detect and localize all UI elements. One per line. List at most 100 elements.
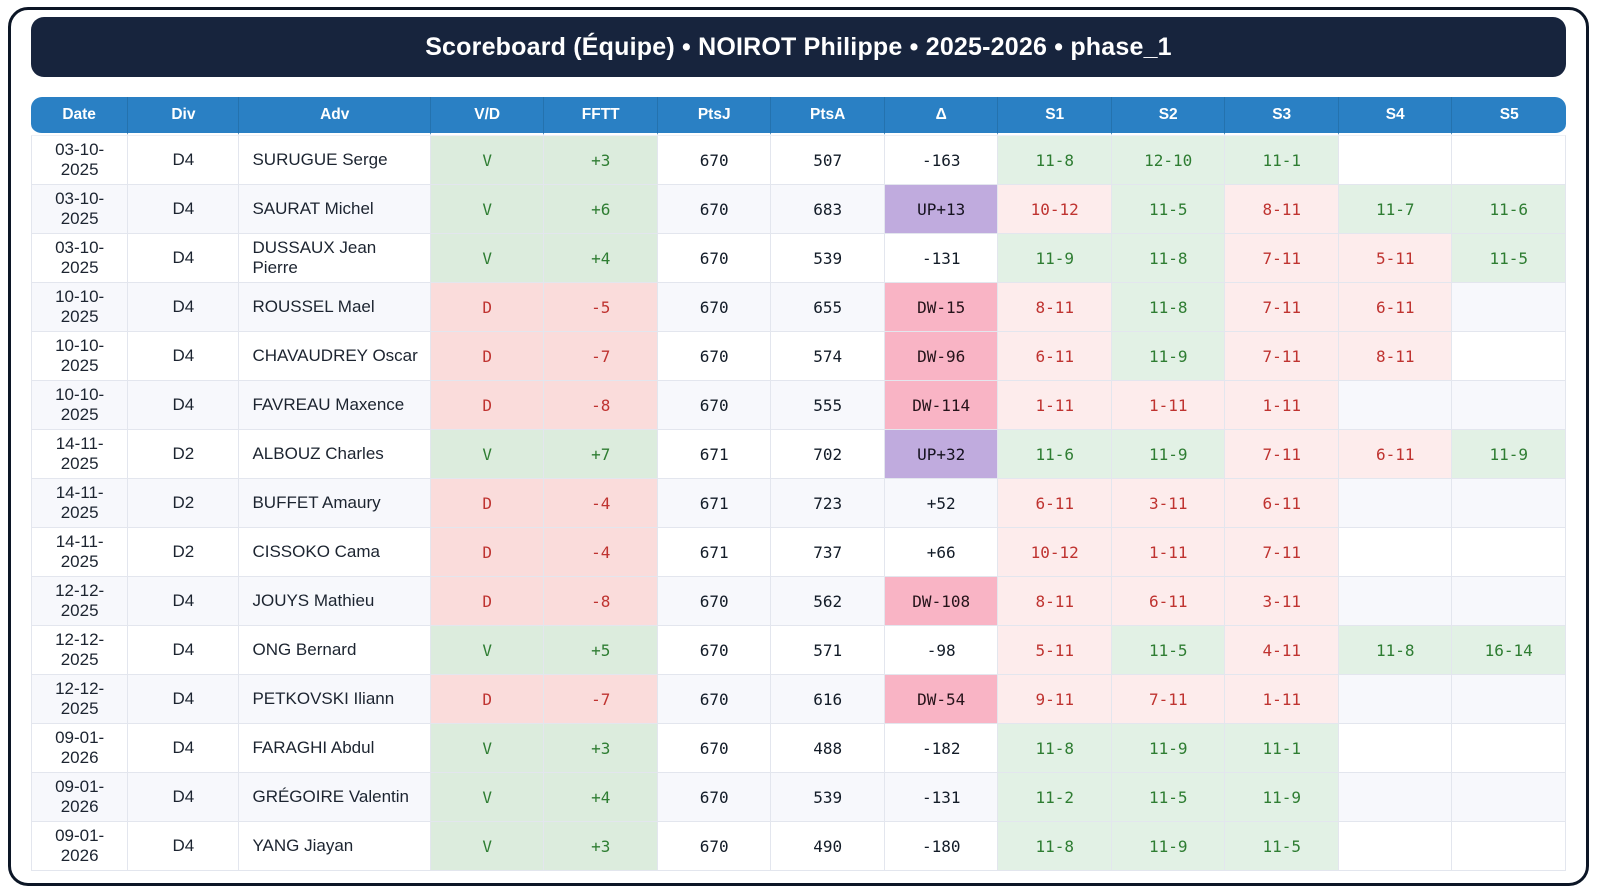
ptsj-cell: 670 bbox=[657, 135, 772, 185]
set3-cell: 1-11 bbox=[1225, 381, 1339, 430]
set5-cell bbox=[1452, 577, 1566, 626]
set3-cell: 4-11 bbox=[1225, 626, 1339, 675]
delta-cell: -131 bbox=[884, 773, 999, 822]
table-row: 09-01-2026 D4 YANG Jiayan V +3 670 490 -180 11-8… bbox=[31, 822, 1566, 871]
results-table-wrap: Date Div Adv V/D FFTT PtsJ PtsA Δ S1 S2 S3 S4 S5 03-… bbox=[31, 97, 1566, 871]
set5-cell bbox=[1452, 479, 1566, 528]
vd-cell: D bbox=[430, 381, 545, 430]
column-header-delta: Δ bbox=[884, 97, 999, 135]
adversary-cell: FARAGHI Abdul bbox=[239, 724, 431, 773]
set4-cell: 11-7 bbox=[1338, 185, 1453, 234]
set5-cell bbox=[1452, 283, 1566, 332]
date-cell: 10-10-2025 bbox=[31, 381, 129, 430]
ptsa-cell: 683 bbox=[771, 185, 885, 234]
vd-cell: D bbox=[430, 479, 545, 528]
ptsa-cell: 555 bbox=[771, 381, 885, 430]
date-cell: 09-01-2026 bbox=[31, 724, 129, 773]
fftt-cell: +3 bbox=[544, 822, 658, 871]
set1-cell: 11-8 bbox=[998, 822, 1112, 871]
set4-cell: 5-11 bbox=[1338, 234, 1453, 283]
vd-cell: V bbox=[430, 724, 545, 773]
set1-cell: 11-6 bbox=[998, 430, 1112, 479]
table-row: 09-01-2026 D4 GRÉGOIRE Valentin V +4 670 539 -1… bbox=[31, 773, 1566, 822]
ptsa-cell: 507 bbox=[771, 135, 885, 185]
set5-cell bbox=[1452, 773, 1566, 822]
set4-cell bbox=[1338, 724, 1453, 773]
set2-cell: 11-9 bbox=[1111, 822, 1226, 871]
fftt-cell: +7 bbox=[544, 430, 658, 479]
ptsj-cell: 670 bbox=[657, 626, 772, 675]
table-header-row: Date Div Adv V/D FFTT PtsJ PtsA Δ S1 S2 S3 S4 S5 bbox=[31, 97, 1566, 135]
column-header-s5: S5 bbox=[1452, 97, 1566, 135]
set3-cell: 7-11 bbox=[1225, 528, 1339, 577]
set2-cell: 7-11 bbox=[1111, 675, 1226, 724]
set1-cell: 8-11 bbox=[998, 283, 1112, 332]
fftt-cell: +6 bbox=[544, 185, 658, 234]
set1-cell: 9-11 bbox=[998, 675, 1112, 724]
column-header-ptsj: PtsJ bbox=[657, 97, 772, 135]
table-row: 14-11-2025 D2 BUFFET Amaury D -4 671 723 +52 6-1… bbox=[31, 479, 1566, 528]
set1-cell: 8-11 bbox=[998, 577, 1112, 626]
division-cell: D4 bbox=[128, 381, 240, 430]
column-header-div: Div bbox=[128, 97, 240, 135]
date-cell: 12-12-2025 bbox=[31, 626, 129, 675]
delta-cell: +66 bbox=[884, 528, 999, 577]
set3-cell: 7-11 bbox=[1225, 234, 1339, 283]
adversary-cell: FAVREAU Maxence bbox=[239, 381, 431, 430]
division-cell: D4 bbox=[128, 724, 240, 773]
fftt-cell: +4 bbox=[544, 234, 658, 283]
delta-cell: UP+13 bbox=[884, 185, 999, 234]
set4-cell bbox=[1338, 479, 1453, 528]
ptsa-cell: 539 bbox=[771, 773, 885, 822]
set2-cell: 11-8 bbox=[1111, 234, 1226, 283]
division-cell: D4 bbox=[128, 135, 240, 185]
delta-cell: -163 bbox=[884, 135, 999, 185]
vd-cell: V bbox=[430, 135, 545, 185]
page-title: Scoreboard (Équipe) • NOIROT Philippe • … bbox=[425, 32, 1172, 61]
ptsa-cell: 562 bbox=[771, 577, 885, 626]
ptsj-cell: 671 bbox=[657, 430, 772, 479]
fftt-cell: -4 bbox=[544, 528, 658, 577]
set4-cell bbox=[1338, 822, 1453, 871]
set5-cell bbox=[1452, 135, 1566, 185]
vd-cell: D bbox=[430, 332, 545, 381]
column-header-fftt: FFTT bbox=[544, 97, 658, 135]
date-cell: 12-12-2025 bbox=[31, 675, 129, 724]
fftt-cell: +5 bbox=[544, 626, 658, 675]
set4-cell bbox=[1338, 528, 1453, 577]
ptsj-cell: 670 bbox=[657, 332, 772, 381]
adversary-cell: ALBOUZ Charles bbox=[239, 430, 431, 479]
set2-cell: 11-5 bbox=[1111, 185, 1226, 234]
set1-cell: 11-2 bbox=[998, 773, 1112, 822]
fftt-cell: -5 bbox=[544, 283, 658, 332]
vd-cell: V bbox=[430, 185, 545, 234]
ptsj-cell: 670 bbox=[657, 283, 772, 332]
ptsa-cell: 655 bbox=[771, 283, 885, 332]
set2-cell: 1-11 bbox=[1111, 381, 1226, 430]
set5-cell bbox=[1452, 381, 1566, 430]
set2-cell: 1-11 bbox=[1111, 528, 1226, 577]
delta-cell: -131 bbox=[884, 234, 999, 283]
date-cell: 09-01-2026 bbox=[31, 773, 129, 822]
delta-cell: DW-108 bbox=[884, 577, 999, 626]
date-cell: 09-01-2026 bbox=[31, 822, 129, 871]
set3-cell: 11-1 bbox=[1225, 724, 1339, 773]
delta-cell: -180 bbox=[884, 822, 999, 871]
table-row: 03-10-2025 D4 SURUGUE Serge V +3 670 507 -163 11… bbox=[31, 135, 1566, 185]
fftt-cell: -4 bbox=[544, 479, 658, 528]
set5-cell bbox=[1452, 528, 1566, 577]
adversary-cell: BUFFET Amaury bbox=[239, 479, 431, 528]
set4-cell bbox=[1338, 577, 1453, 626]
table-row: 12-12-2025 D4 JOUYS Mathieu D -8 670 562 DW-108… bbox=[31, 577, 1566, 626]
vd-cell: V bbox=[430, 626, 545, 675]
set1-cell: 1-11 bbox=[998, 381, 1112, 430]
set3-cell: 6-11 bbox=[1225, 479, 1339, 528]
set2-cell: 11-5 bbox=[1111, 626, 1226, 675]
ptsj-cell: 671 bbox=[657, 479, 772, 528]
vd-cell: D bbox=[430, 577, 545, 626]
adversary-cell: SURUGUE Serge bbox=[239, 135, 431, 185]
division-cell: D4 bbox=[128, 822, 240, 871]
fftt-cell: +3 bbox=[544, 724, 658, 773]
ptsj-cell: 670 bbox=[657, 577, 772, 626]
division-cell: D4 bbox=[128, 773, 240, 822]
